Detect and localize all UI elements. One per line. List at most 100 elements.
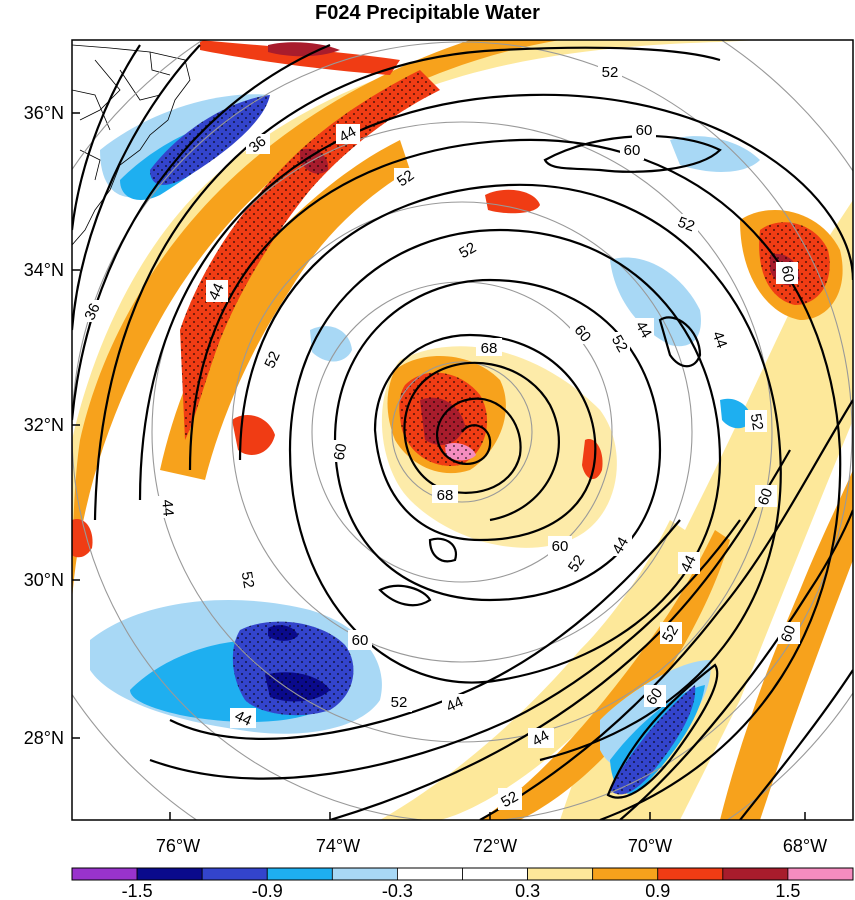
lat-label-36: 36°N xyxy=(24,103,64,123)
contour-arc4 xyxy=(93,46,721,521)
svg-text:52: 52 xyxy=(747,412,767,431)
contour-label-36b: 36 xyxy=(81,300,104,323)
contour-label-44g: 44 xyxy=(609,534,632,557)
shade-orange-se xyxy=(480,530,730,820)
contour-core xyxy=(403,361,560,522)
contour-label-44b: 44 xyxy=(205,280,228,303)
colorbar-label: 0.9 xyxy=(645,881,670,900)
contour-label-60d: 60 xyxy=(620,140,644,160)
lon-label-72: 72°W xyxy=(473,836,517,856)
contour-label-36a: 36 xyxy=(246,133,270,156)
svg-text:44: 44 xyxy=(232,707,254,729)
contour-label-52c: 52 xyxy=(598,62,622,82)
svg-text:60: 60 xyxy=(624,142,641,159)
contour-52 xyxy=(288,228,722,684)
shade-lightblue-e1 xyxy=(610,257,701,347)
contour-label-52k: 52 xyxy=(261,348,284,371)
colorbar-label: -0.3 xyxy=(382,881,413,900)
coastline xyxy=(72,44,191,246)
lon-label-70: 70°W xyxy=(628,836,672,856)
contour-label-60i: 60 xyxy=(643,685,666,708)
contour-label-52g: 52 xyxy=(565,552,588,575)
shade-darkred-1 xyxy=(268,42,340,57)
shade-blue-e xyxy=(720,398,752,429)
shade-orange-east xyxy=(720,470,853,820)
svg-text:60: 60 xyxy=(778,623,800,644)
svg-text:52: 52 xyxy=(261,349,283,371)
axis-ticks xyxy=(72,112,806,820)
contour-label-52i: 52 xyxy=(386,692,412,712)
svg-text:44: 44 xyxy=(205,281,227,303)
contour-label-60f: 60 xyxy=(348,630,372,650)
svg-text:52: 52 xyxy=(659,622,682,645)
contour-label-44e: 44 xyxy=(442,693,468,716)
contour-sw-tail xyxy=(378,584,432,607)
colorbar-box xyxy=(397,867,463,881)
contour-label-52l: 52 xyxy=(236,568,258,590)
contour-arc6 xyxy=(72,44,201,331)
contour-label-60c: 60 xyxy=(632,120,656,140)
colorbar-label: -0.9 xyxy=(252,881,283,900)
contour-68 xyxy=(373,333,597,542)
svg-text:60: 60 xyxy=(778,264,798,283)
lon-label-76: 76°W xyxy=(156,836,200,856)
colorbar-frame xyxy=(71,867,854,881)
contour-e-closed xyxy=(658,316,702,368)
colorbar-box xyxy=(722,867,789,881)
shade-orange-inner xyxy=(160,140,410,480)
shade-red-small1 xyxy=(485,189,540,214)
contour-label-44i: 44 xyxy=(632,318,655,341)
contour-label-52h: 52 xyxy=(659,622,682,645)
contour-south2 xyxy=(149,519,741,780)
colorbar-labels: -1.5 -0.9 -0.3 0.3 0.9 1.5 xyxy=(122,881,801,900)
lon-label-74: 74°W xyxy=(316,836,360,856)
svg-text:60: 60 xyxy=(755,486,777,507)
colorbar-box xyxy=(136,867,203,881)
contour-arc5 xyxy=(72,43,331,421)
svg-text:44: 44 xyxy=(709,329,731,350)
svg-text:52: 52 xyxy=(456,239,479,262)
lat-label-32: 32°N xyxy=(24,415,64,435)
contour-arc3 xyxy=(138,93,853,501)
contour-se-closed xyxy=(606,663,719,799)
colorbar-box xyxy=(462,867,528,881)
lat-label-30: 30°N xyxy=(24,570,64,590)
svg-text:60: 60 xyxy=(352,632,369,649)
svg-text:60: 60 xyxy=(643,685,666,708)
lon-label-68: 68°W xyxy=(783,836,827,856)
svg-text:44: 44 xyxy=(632,318,655,341)
contour-label-52b: 52 xyxy=(456,239,480,262)
contour-label-52e: 52 xyxy=(608,332,631,355)
contour-label-52a: 52 xyxy=(394,167,418,190)
svg-text:52: 52 xyxy=(602,64,619,81)
svg-text:52: 52 xyxy=(498,788,521,811)
contour-label-60g: 60 xyxy=(755,485,777,508)
contour-label-60a: 60 xyxy=(330,440,352,462)
lat-label-34: 34°N xyxy=(24,260,64,280)
contour-label-44f: 44 xyxy=(528,727,554,750)
svg-text:44: 44 xyxy=(529,727,552,750)
svg-text:52: 52 xyxy=(391,694,408,711)
contour-arc2 xyxy=(188,138,842,820)
map-title: F024 Precipitable Water xyxy=(315,2,540,24)
contour-arc1 xyxy=(238,183,782,762)
shade-red-left xyxy=(72,519,93,558)
contour-south1 xyxy=(169,519,681,740)
contour-label-52j: 52 xyxy=(498,788,522,811)
svg-text:60: 60 xyxy=(331,442,351,461)
contour-label-68a: 68 xyxy=(476,338,502,357)
contour-label-68b: 68 xyxy=(432,485,458,504)
latitude-labels: 36°N 34°N 32°N 30°N 28°N xyxy=(24,103,64,748)
contour-label-44j: 44 xyxy=(708,328,730,351)
shade-lightblue-c xyxy=(310,326,352,362)
colorbar-box xyxy=(201,867,268,881)
contour-south3 xyxy=(329,449,791,820)
contour-60 xyxy=(333,278,662,602)
contour-south6 xyxy=(739,669,853,820)
contour-ne-closed xyxy=(543,134,722,173)
colorbar-box xyxy=(657,867,724,881)
svg-text:44: 44 xyxy=(444,693,466,715)
contour-labels: 68 68 60 60 60 60 60 60 60 60 60 60 52 5… xyxy=(81,62,800,811)
